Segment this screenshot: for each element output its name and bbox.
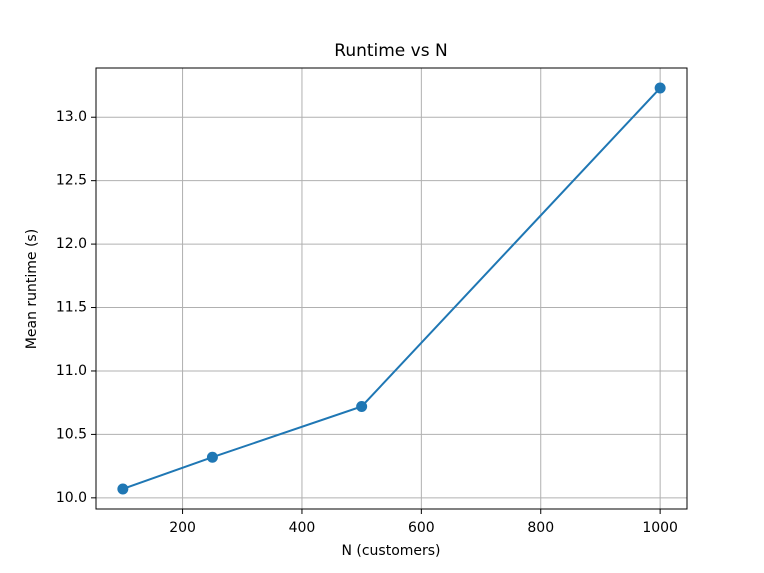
y-tick-label: 11.5 <box>56 300 87 316</box>
data-point <box>356 400 368 412</box>
plot-frame <box>95 67 688 510</box>
y-tick-label: 12.0 <box>56 236 87 252</box>
data-point <box>117 483 129 495</box>
y-tick-label: 12.5 <box>56 173 87 189</box>
data-line <box>122 87 661 490</box>
x-tick-label: 400 <box>289 520 316 536</box>
data-point <box>654 82 666 94</box>
chart-title: Runtime vs N <box>334 41 447 61</box>
x-axis-label: N (customers) <box>341 543 440 559</box>
x-tick-label: 200 <box>169 520 196 536</box>
y-tick-label: 10.0 <box>56 490 87 506</box>
y-tick-label: 10.5 <box>56 426 87 442</box>
x-tick-label: 1000 <box>642 520 678 536</box>
x-tick-label: 800 <box>527 520 554 536</box>
y-tick-label: 13.0 <box>56 109 87 125</box>
y-tick-label: 11.0 <box>56 363 87 379</box>
x-tick-label: 600 <box>408 520 435 536</box>
y-axis-label: Mean runtime (s) <box>24 229 40 349</box>
data-point <box>206 451 218 463</box>
